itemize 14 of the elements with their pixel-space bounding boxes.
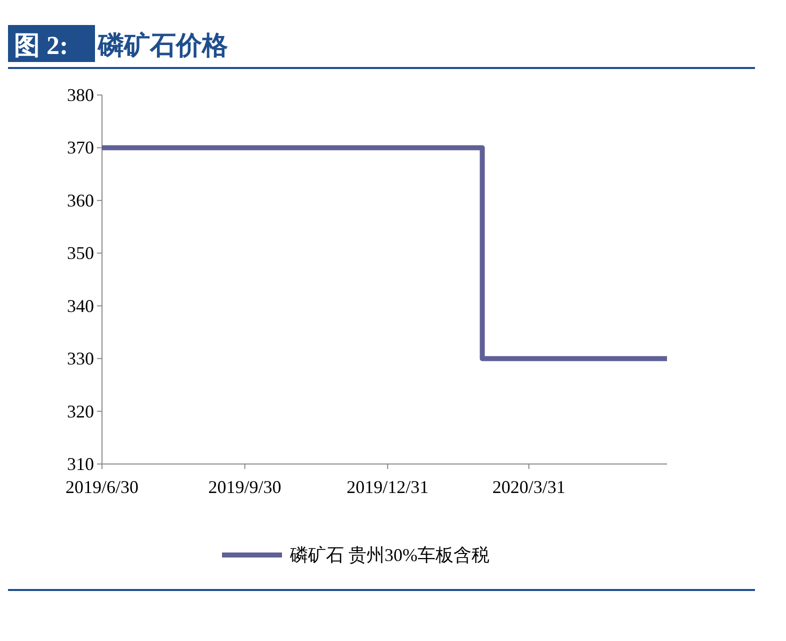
x-tick-label: 2019/6/30: [65, 477, 139, 497]
y-tick-label: 360: [67, 190, 94, 210]
y-tick-label: 350: [67, 243, 94, 264]
y-tick-label: 330: [67, 348, 94, 369]
chart-title: 图 2: 磷矿石价格: [14, 31, 228, 60]
x-tick-label: 2019/9/30: [208, 477, 282, 497]
y-tick-label: 320: [67, 401, 94, 422]
x-tick-label: 2019/12/31: [346, 477, 429, 497]
y-tick-label: 340: [67, 296, 94, 316]
y-tick-label: 370: [67, 138, 94, 158]
y-tick-label: 310: [67, 454, 94, 474]
legend-label: 磷矿石 贵州30%车板含税: [289, 545, 490, 565]
x-tick-label: 2020/3/31: [492, 477, 566, 497]
y-tick-label: 380: [67, 85, 94, 105]
